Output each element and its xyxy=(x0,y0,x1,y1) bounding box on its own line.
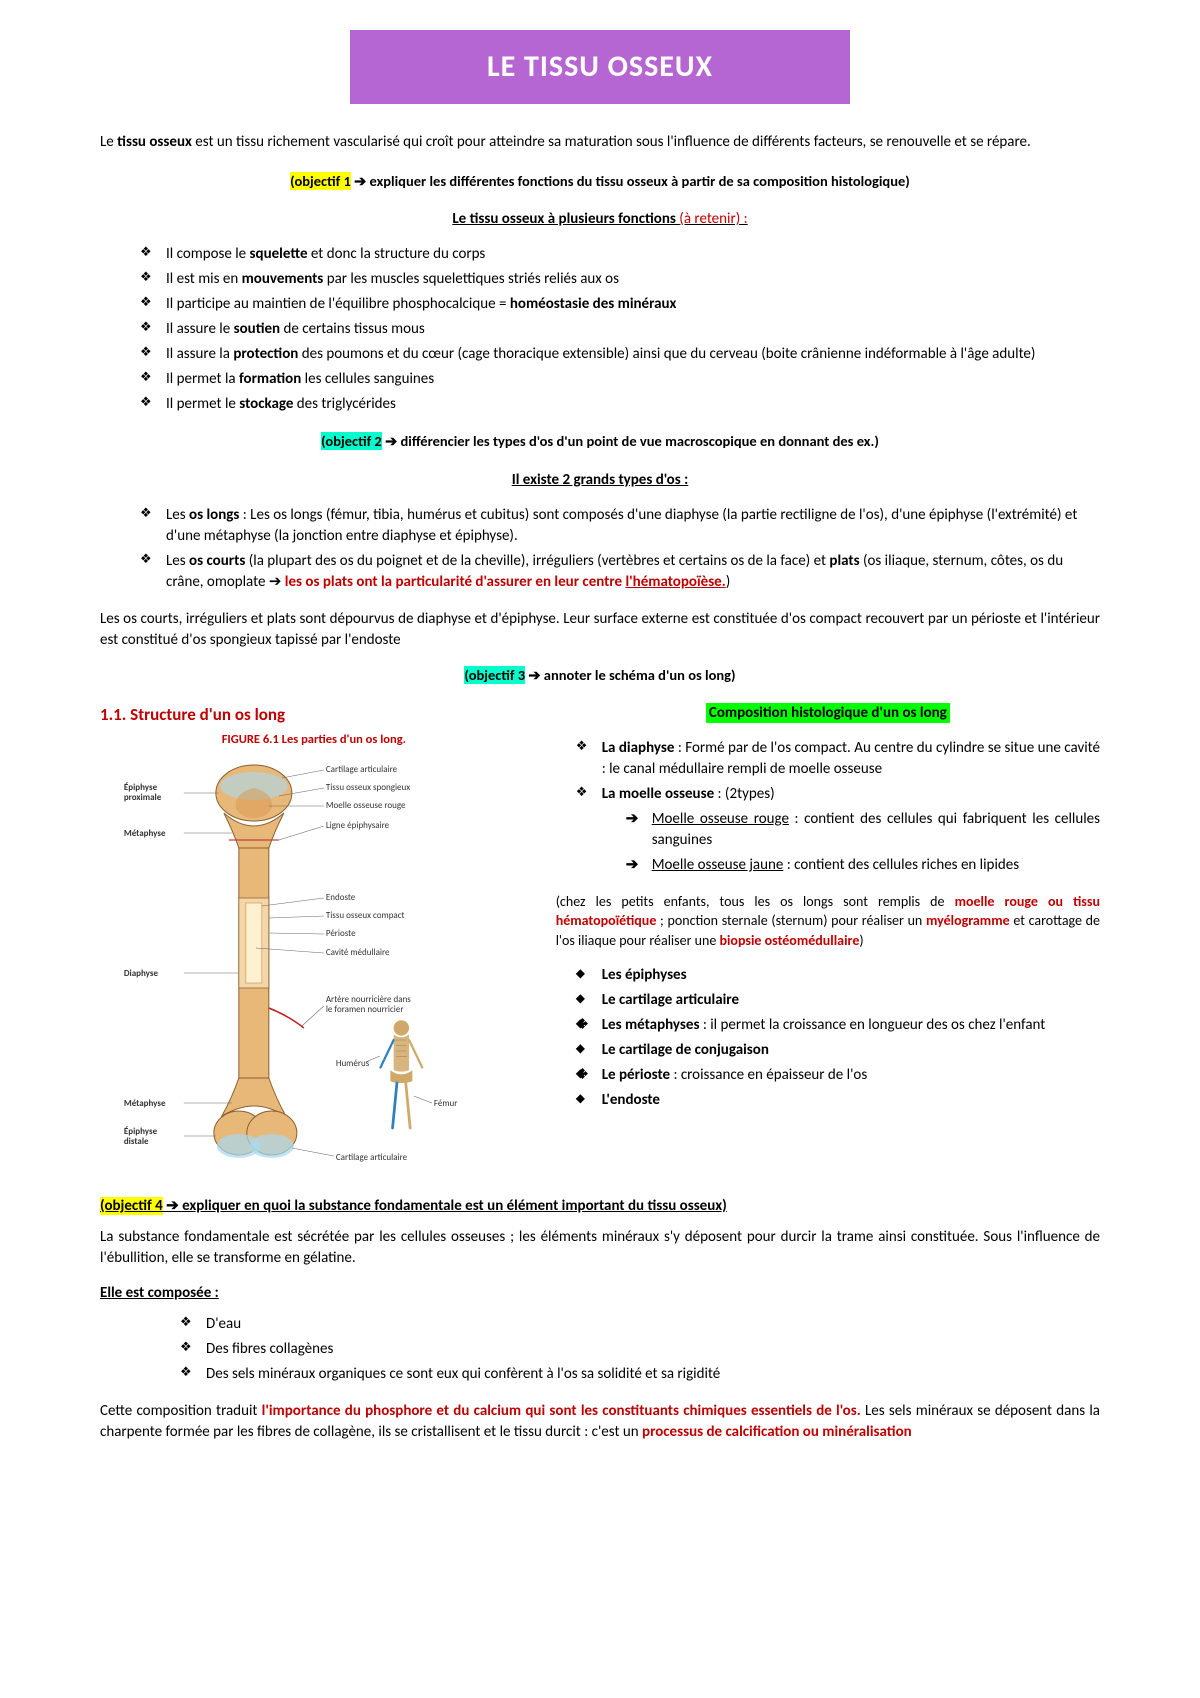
list-item: La moelle osseuse : (2types) Moelle osse… xyxy=(576,784,1100,876)
figure-title: FIGURE 6.1 Les parties d'un os long. xyxy=(100,731,528,749)
list-item: Il est mis en mouvements par les muscles… xyxy=(140,269,1100,290)
composition-heading: Composition histologique d'un os long xyxy=(556,703,1100,724)
svg-text:Diaphyse: Diaphyse xyxy=(124,968,159,979)
list-item: Moelle osseuse rouge : contient des cell… xyxy=(626,809,1100,851)
left-column: 1.1. Structure d'un os long FIGURE 6.1 L… xyxy=(100,703,528,1178)
types-list: Les os longs : Les os longs (fémur, tibi… xyxy=(100,505,1100,593)
compose-list: D'eau Des fibres collagènes Des sels min… xyxy=(100,1314,1100,1385)
composition-list: La diaphyse : Formé par de l'os compact.… xyxy=(556,738,1100,876)
bone-figure: Cartilage articulaire Tissu osseux spong… xyxy=(100,758,528,1178)
children-note: (chez les petits enfants, tous les os lo… xyxy=(556,892,1100,951)
lbl: Cartilage articulaire xyxy=(326,764,398,775)
svg-text:Métaphyse: Métaphyse xyxy=(124,828,166,839)
two-column-section: 1.1. Structure d'un os long FIGURE 6.1 L… xyxy=(100,703,1100,1178)
lbl: Cavité médullaire xyxy=(326,947,390,958)
lbl: Moelle osseuse rouge xyxy=(326,800,406,811)
txt: est un tissu richement vascularisé qui c… xyxy=(192,133,1031,151)
lbl: Ligne épiphysaire xyxy=(326,820,390,831)
lbl: Tissu osseux spongieux xyxy=(326,782,410,793)
objective-1: (objectif 1 ➔ expliquer les différentes … xyxy=(100,171,1100,191)
lbl: Humérus xyxy=(336,1058,370,1069)
list-item: Les os longs : Les os longs (fémur, tibi… xyxy=(140,505,1100,547)
hl: (objectif 1 xyxy=(290,172,351,190)
functions-list: Il compose le squelette et donc la struc… xyxy=(100,244,1100,415)
list-item: Les épiphyses xyxy=(576,965,1100,986)
skeleton-icon xyxy=(380,1020,422,1128)
list-item: Il compose le squelette et donc la struc… xyxy=(140,244,1100,265)
txt: ➔ annoter le schéma d'un os long) xyxy=(525,666,736,684)
subhead-functions: Le tissu osseux à plusieurs fonctions (à… xyxy=(100,209,1100,230)
parts-list: Les épiphyses Le cartilage articulaire ❖… xyxy=(556,965,1100,1111)
compose-heading: Elle est composée : xyxy=(100,1283,1100,1304)
txt: ➔ différencier les types d'os d'un point… xyxy=(382,432,879,450)
objective-3: (objectif 3 ➔ annoter le schéma d'un os … xyxy=(100,665,1100,685)
objective-4: (objectif 4 ➔ expliquer en quoi la subst… xyxy=(100,1196,1100,1217)
svg-text:distale: distale xyxy=(124,1136,149,1147)
list-item: L'endoste xyxy=(576,1090,1100,1111)
final-paragraph: Cette composition traduit l'importance d… xyxy=(100,1401,1100,1443)
list-item: D'eau xyxy=(180,1314,1100,1335)
right-column: Composition histologique d'un os long La… xyxy=(556,703,1100,1178)
hl: (objectif 3 xyxy=(464,666,525,684)
list-item: Il assure la protection des poumons et d… xyxy=(140,344,1100,365)
list-item: Le cartilage de conjugaison xyxy=(576,1040,1100,1061)
svg-text:proximale: proximale xyxy=(124,792,162,803)
section-1-1-title: 1.1. Structure d'un os long xyxy=(100,703,528,727)
page-title: LE TISSU OSSEUX xyxy=(350,30,850,104)
moelle-sublist: Moelle osseuse rouge : contient des cell… xyxy=(602,809,1100,876)
svg-text:Métaphyse: Métaphyse xyxy=(124,1098,166,1109)
list-item: Il permet la formation les cellules sang… xyxy=(140,369,1100,390)
substance-para: La substance fondamentale est sécrétée p… xyxy=(100,1227,1100,1269)
list-item: Les os courts (la plupart des os du poig… xyxy=(140,551,1100,593)
lbl: Endoste xyxy=(326,892,356,903)
lbl: le foramen nourricier xyxy=(326,1004,404,1015)
list-item: Des sels minéraux organiques ce sont eux… xyxy=(180,1364,1100,1385)
list-item: Il permet le stockage des triglycérides xyxy=(140,394,1100,415)
lbl: Cartilage articulaire xyxy=(336,1152,408,1163)
lbl: Périoste xyxy=(326,928,356,939)
list-item: ❖Le périoste : croissance en épaisseur d… xyxy=(576,1065,1100,1086)
subhead-types: Il existe 2 grands types d'os : xyxy=(100,470,1100,491)
list-item: Le cartilage articulaire xyxy=(576,990,1100,1011)
lbl: Tissu osseux compact xyxy=(326,910,405,921)
list-item: Il participe au maintien de l'équilibre … xyxy=(140,294,1100,315)
txt: tissu osseux xyxy=(117,133,192,151)
txt: (à retenir) : xyxy=(679,210,747,228)
list-item: Il assure le soutien de certains tissus … xyxy=(140,319,1100,340)
list-item: ❖Les métaphyses : il permet la croissanc… xyxy=(576,1015,1100,1036)
txt: Le tissu osseux à plusieurs fonctions xyxy=(452,210,679,228)
list-item: Des fibres collagènes xyxy=(180,1339,1100,1360)
list-item: Moelle osseuse jaune : contient des cell… xyxy=(626,855,1100,876)
txt: ➔ expliquer les différentes fonctions du… xyxy=(351,172,910,190)
intro-paragraph: Le tissu osseux est un tissu richement v… xyxy=(100,132,1100,153)
para-os-courts: Les os courts, irréguliers et plats sont… xyxy=(100,609,1100,651)
list-item: La diaphyse : Formé par de l'os compact.… xyxy=(576,738,1100,780)
lbl: Fémur xyxy=(434,1098,458,1109)
objective-2: (objectif 2 ➔ différencier les types d'o… xyxy=(100,431,1100,451)
txt: Le xyxy=(100,133,117,151)
bone-diagram-svg: Cartilage articulaire Tissu osseux spong… xyxy=(100,758,528,1178)
hl: (objectif 2 xyxy=(321,432,382,450)
